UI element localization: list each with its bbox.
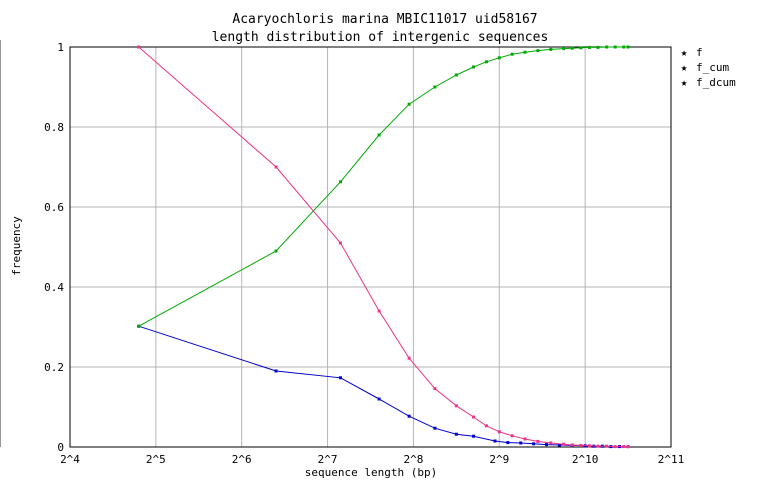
x-tick-label: 2^8 bbox=[403, 453, 423, 466]
data-point bbox=[274, 369, 278, 373]
x-axis-ticks: 2^4 2^5 2^6 2^7 2^8 2^9 2^10 2^11 bbox=[60, 453, 684, 466]
y-axis-ticks: 0 0.2 0.4 0.6 0.8 1 bbox=[44, 41, 64, 454]
x-axis-label: sequence length (bp) bbox=[305, 466, 437, 479]
data-point bbox=[596, 444, 600, 448]
data-point bbox=[506, 441, 510, 445]
legend-label: f_dcum bbox=[696, 76, 736, 89]
data-point bbox=[497, 56, 501, 60]
data-point bbox=[587, 45, 591, 49]
data-point bbox=[613, 445, 617, 449]
y-tick-label: 0.6 bbox=[44, 201, 64, 214]
data-point bbox=[407, 356, 411, 360]
data-point bbox=[510, 52, 514, 56]
grid-lines bbox=[69, 46, 672, 448]
x-tick-label: 2^5 bbox=[146, 453, 166, 466]
data-point bbox=[338, 376, 342, 380]
x-tick-label: 2^7 bbox=[318, 453, 338, 466]
series-line bbox=[138, 325, 629, 448]
data-point bbox=[545, 443, 549, 447]
data-point bbox=[484, 424, 488, 428]
data-point bbox=[454, 404, 458, 408]
series-f bbox=[137, 324, 630, 449]
data-point bbox=[377, 397, 381, 401]
chart-title: Acaryochloris marina MBIC11017 uid58167 bbox=[232, 12, 537, 27]
data-point bbox=[613, 45, 617, 49]
data-point bbox=[570, 443, 574, 447]
data-point bbox=[519, 441, 523, 445]
data-point bbox=[407, 102, 411, 106]
x-tick-label: 2^11 bbox=[658, 453, 685, 466]
legend-marker: ★ bbox=[681, 61, 688, 74]
data-point bbox=[536, 439, 540, 443]
data-point bbox=[587, 444, 591, 448]
data-point bbox=[407, 414, 411, 418]
data-point bbox=[137, 324, 141, 328]
data-point bbox=[377, 309, 381, 313]
data-point bbox=[579, 443, 583, 447]
data-point bbox=[433, 426, 437, 430]
y-tick-label: 0.8 bbox=[44, 121, 64, 134]
data-point bbox=[622, 445, 626, 449]
data-point bbox=[549, 47, 553, 51]
data-point bbox=[532, 442, 536, 446]
data-point bbox=[523, 437, 527, 441]
data-point bbox=[510, 434, 514, 438]
data-point bbox=[523, 50, 527, 54]
data-point bbox=[605, 45, 609, 49]
data-point bbox=[557, 443, 561, 447]
data-point bbox=[562, 442, 566, 446]
series-line bbox=[138, 46, 629, 448]
data-point bbox=[433, 387, 437, 391]
x-tick-label: 2^9 bbox=[489, 453, 509, 466]
legend-item: ★ f_dcum bbox=[681, 76, 736, 89]
legend: ★ f★ f_cum★ f_dcum bbox=[681, 46, 736, 89]
legend-marker: ★ bbox=[681, 46, 688, 59]
data-point bbox=[433, 85, 437, 89]
data-point bbox=[338, 241, 342, 245]
data-point bbox=[549, 441, 553, 445]
data-point bbox=[274, 165, 278, 169]
y-axis-label: frequency bbox=[10, 216, 23, 276]
chart-subtitle: length distribution of intergenic sequen… bbox=[212, 30, 549, 45]
data-point bbox=[579, 46, 583, 50]
legend-item: ★ f bbox=[681, 46, 703, 59]
data-point bbox=[377, 133, 381, 137]
x-tick-label: 2^4 bbox=[60, 453, 80, 466]
data-point bbox=[472, 65, 476, 69]
data-point bbox=[137, 45, 141, 49]
data-point bbox=[454, 73, 458, 77]
data-point bbox=[605, 444, 609, 448]
series-f-cum bbox=[137, 45, 630, 328]
legend-label: f_cum bbox=[696, 61, 729, 74]
data-point bbox=[562, 47, 566, 51]
y-tick-label: 0.4 bbox=[44, 281, 64, 294]
data-point bbox=[596, 45, 600, 49]
data-point bbox=[570, 46, 574, 50]
y-tick-label: 1 bbox=[57, 41, 64, 54]
y-tick-label: 0 bbox=[57, 441, 64, 454]
series-line bbox=[138, 46, 629, 327]
x-tick-label: 2^10 bbox=[572, 453, 599, 466]
series-layer bbox=[137, 45, 630, 449]
data-point bbox=[472, 415, 476, 419]
x-tick-label: 2^6 bbox=[232, 453, 252, 466]
y-tick-label: 0.2 bbox=[44, 361, 64, 374]
series-f-dcum bbox=[137, 45, 630, 449]
data-point bbox=[472, 434, 476, 438]
data-point bbox=[274, 249, 278, 253]
data-point bbox=[493, 439, 497, 443]
legend-label: f bbox=[696, 46, 703, 59]
data-point bbox=[626, 445, 630, 449]
legend-marker: ★ bbox=[681, 76, 688, 89]
data-point bbox=[454, 432, 458, 436]
legend-item: ★ f_cum bbox=[681, 61, 730, 74]
data-point bbox=[484, 60, 488, 64]
data-point bbox=[338, 180, 342, 184]
data-point bbox=[536, 49, 540, 53]
data-point bbox=[497, 430, 501, 434]
data-point bbox=[622, 45, 626, 49]
data-point bbox=[626, 45, 630, 49]
plot-frame bbox=[69, 46, 672, 448]
